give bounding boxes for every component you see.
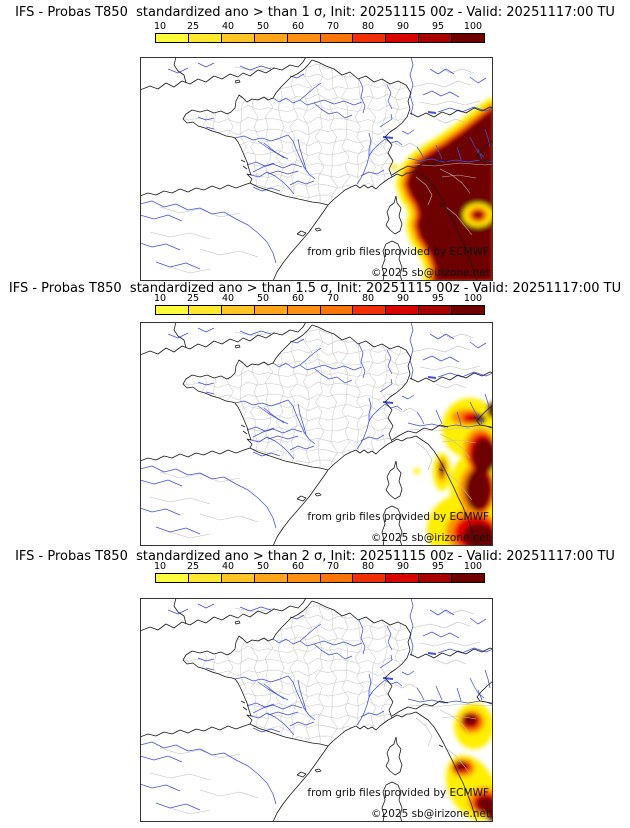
probability-map-panel-2: from grib files provided by ECMWF ©2025 … [140,322,493,546]
colorbar-tick-label: 95 [431,21,445,32]
colorbar-segment [156,34,188,42]
credit-ecmwf: from grib files provided by ECMWF [307,246,489,258]
colorbar-segment [253,34,287,42]
colorbar-tick-label: 80 [361,561,375,572]
colorbar-segment [253,574,287,582]
probability-field [445,703,493,821]
colorbar-tick-label: 100 [463,293,483,304]
colorbar-segment [286,574,320,582]
colorbar-segment [220,306,254,314]
colorbar-1 [155,33,485,43]
probability-field [413,398,493,546]
probability-map-panel-3: from grib files provided by ECMWF ©2025 … [140,598,493,822]
colorbar-ticks-2: 10 25 40 50 60 70 80 90 95 100 [153,293,485,304]
colorbar-segment [319,574,353,582]
colorbar-tick-label: 25 [186,21,200,32]
colorbar-segment [187,306,221,314]
colorbar-segment [220,574,254,582]
colorbar-tick-label: 50 [256,293,270,304]
colorbar-2 [155,305,485,315]
colorbar-tick-label: 10 [153,293,167,304]
credit-ecmwf: from grib files provided by ECMWF [307,787,489,799]
colorbar-segment [451,574,485,582]
colorbar-3 [155,573,485,583]
colorbar-segment [418,34,452,42]
map-border [140,322,493,546]
colorbar-tick-label: 70 [326,561,340,572]
map-border [140,598,493,822]
panel-2-title: IFS - Probas T850 standardized ano > tha… [8,281,622,296]
colorbar-segment [352,574,386,582]
colorbar-ticks-1: 10 25 40 50 60 70 80 90 95 100 [153,21,485,32]
colorbar-segment [156,574,188,582]
colorbar-segment [187,34,221,42]
colorbar-segment [319,306,353,314]
colorbar-tick-label: 10 [153,561,167,572]
colorbar-tick-label: 90 [396,21,410,32]
colorbar-segment [385,306,419,314]
colorbar-tick-label: 40 [221,21,235,32]
colorbar-tick-label: 25 [186,561,200,572]
colorbar-tick-label: 25 [186,293,200,304]
colorbar-tick-label: 95 [431,561,445,572]
colorbar-tick-label: 100 [463,21,483,32]
colorbar-segment [220,34,254,42]
colorbar-tick-label: 90 [396,293,410,304]
colorbar-ticks-3: 10 25 40 50 60 70 80 90 95 100 [153,561,485,572]
colorbar-segment [319,34,353,42]
colorbar-segment [286,34,320,42]
probability-map-panel-1: from grib files provided by ECMWF ©2025 … [140,57,493,281]
colorbar-tick-label: 50 [256,21,270,32]
colorbar-tick-label: 60 [291,561,305,572]
colorbar-tick-label: 100 [463,561,483,572]
colorbar-segment [156,306,188,314]
colorbar-segment [352,306,386,314]
credit-ecmwf: from grib files provided by ECMWF [307,511,489,523]
colorbar-tick-label: 60 [291,21,305,32]
colorbar-tick-label: 60 [291,293,305,304]
colorbar-segment [385,574,419,582]
colorbar-segment [253,306,287,314]
credit-copyright: ©2025 sb@irizone.net [371,267,490,279]
colorbar-segment [286,306,320,314]
colorbar-segment [418,306,452,314]
panel-1-title: IFS - Probas T850 standardized ano > tha… [15,5,615,20]
colorbar-tick-label: 10 [153,21,167,32]
colorbar-tick-label: 50 [256,561,270,572]
colorbar-segment [451,34,485,42]
probability-field [390,98,493,281]
credit-copyright: ©2025 sb@irizone.net [371,532,490,544]
colorbar-tick-label: 80 [361,293,375,304]
colorbar-tick-label: 95 [431,293,445,304]
colorbar-tick-label: 70 [326,21,340,32]
colorbar-tick-label: 70 [326,293,340,304]
map-border [140,57,493,281]
colorbar-segment [451,306,485,314]
colorbar-segment [385,34,419,42]
panel-3-title: IFS - Probas T850 standardized ano > tha… [15,549,615,564]
colorbar-tick-label: 40 [221,561,235,572]
colorbar-segment [418,574,452,582]
colorbar-segment [352,34,386,42]
colorbar-tick-label: 80 [361,21,375,32]
colorbar-tick-label: 90 [396,561,410,572]
colorbar-segment [187,574,221,582]
credit-copyright: ©2025 sb@irizone.net [371,808,490,820]
colorbar-tick-label: 40 [221,293,235,304]
